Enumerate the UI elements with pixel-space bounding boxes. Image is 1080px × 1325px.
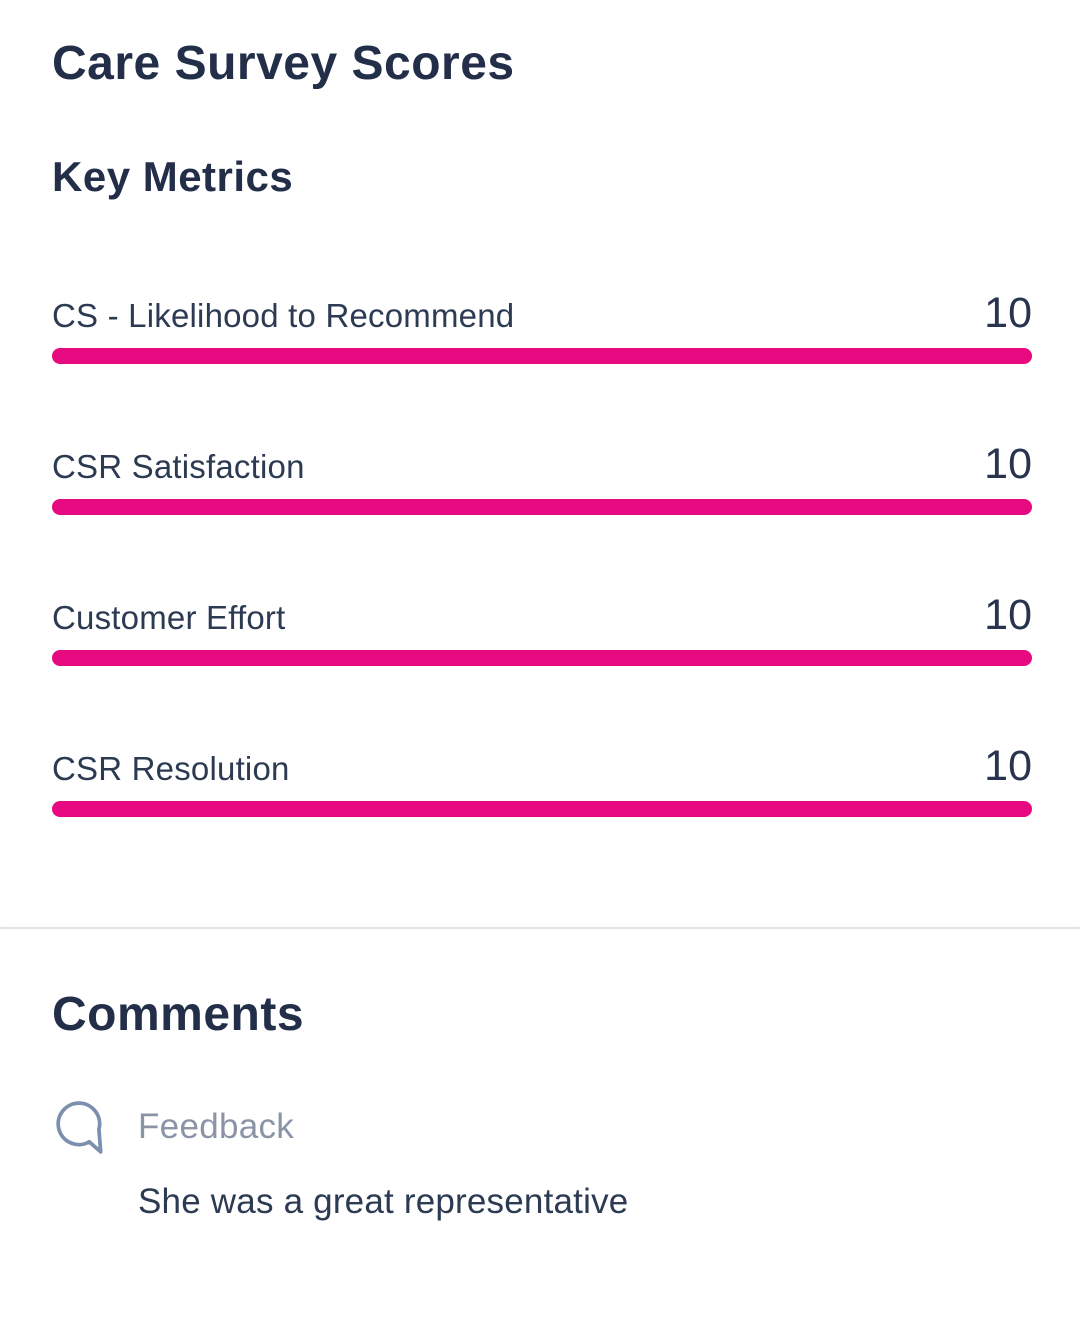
score-bar-track [52,801,1032,817]
section-divider [0,927,1080,929]
metric-label: CSR Resolution [52,750,290,787]
score-bar [52,499,1032,515]
speech-bubble-icon [56,1101,103,1154]
metric-value: 10 [984,289,1032,337]
comment-text: She was a great representative [138,1182,629,1221]
score-bar [52,348,1032,364]
metric-head: CSR Resolution 10 [52,742,1032,791]
metric-label: CS - Likelihood to Recommend [52,297,515,334]
metric-row-csr-satisfaction: CSR Satisfaction 10 [52,440,1032,515]
score-bar [52,650,1032,666]
score-bar-track [52,650,1032,666]
score-bar [52,801,1032,817]
comment-label: Feedback [138,1107,295,1146]
metric-value: 10 [984,591,1032,639]
metric-head: Customer Effort 10 [52,591,1032,640]
comments-heading: Comments [52,988,305,1041]
page-title: Care Survey Scores [52,37,515,90]
comment-head: Feedback [52,1096,1032,1158]
comment-item-feedback: Feedback She was a great representative [52,1096,1032,1222]
metric-value: 10 [984,440,1032,488]
metric-row-likelihood-to-recommend: CS - Likelihood to Recommend 10 [52,289,1032,364]
score-bar-track [52,348,1032,364]
metric-head: CS - Likelihood to Recommend 10 [52,289,1032,338]
metric-label: CSR Satisfaction [52,448,305,485]
score-bar-track [52,499,1032,515]
metric-value: 10 [984,742,1032,790]
key-metrics-list: CS - Likelihood to Recommend 10 CSR Sati… [52,289,1032,817]
metric-row-customer-effort: Customer Effort 10 [52,591,1032,666]
metric-row-csr-resolution: CSR Resolution 10 [52,742,1032,817]
key-metrics-heading: Key Metrics [52,153,294,200]
metric-label: Customer Effort [52,599,286,636]
care-survey-page: Care Survey Scores Key Metrics CS - Like… [0,36,1080,1222]
metric-head: CSR Satisfaction 10 [52,440,1032,489]
